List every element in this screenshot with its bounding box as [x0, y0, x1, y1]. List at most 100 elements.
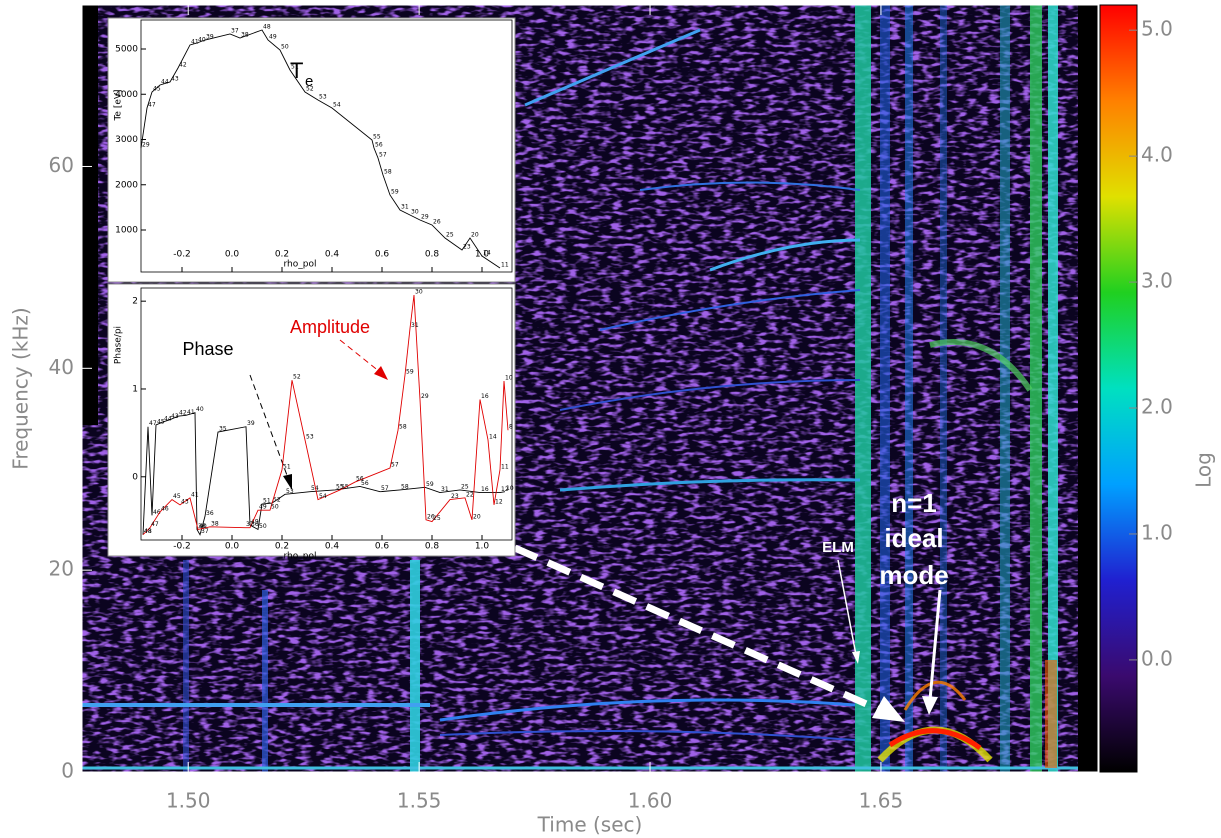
point-label: 55 [373, 134, 381, 141]
point-label: 45 [153, 85, 161, 92]
point-label: 23 [451, 493, 459, 500]
panel-label-subscript: e [305, 73, 313, 90]
inset-phase [107, 283, 516, 557]
x-tick-label: 1.60 [628, 789, 673, 813]
y-tick-label: 1 [132, 384, 138, 394]
point-label: 46 [153, 509, 161, 516]
point-label: 40 [196, 406, 204, 413]
point-label: 25 [461, 483, 469, 490]
point-label: 52 [293, 374, 301, 381]
y-axis-title: Frequency (kHz) [9, 307, 33, 469]
x-tick-label: 1.0 [475, 250, 490, 260]
point-label: 36 [206, 510, 214, 517]
y-tick-label: 5000 [115, 45, 138, 55]
point-label: 37 [246, 521, 254, 528]
point-label: 36 [251, 521, 259, 528]
point-label: 14 [489, 433, 497, 440]
point-label: 20 [473, 513, 481, 520]
x-tick-label: 0.6 [375, 542, 390, 552]
point-label: 43 [171, 413, 179, 420]
point-label: 47 [151, 521, 159, 528]
point-label: 44 [164, 415, 172, 422]
phase-frame [140, 287, 513, 541]
annotation-arrows [513, 544, 942, 722]
y-axis-title: Phase/pi [114, 326, 124, 364]
point-label: 31 [401, 204, 409, 211]
point-label: 50 [281, 44, 289, 51]
point-label: 30 [415, 289, 423, 296]
point-label: 26 [433, 218, 441, 225]
point-label: 51 [283, 463, 291, 470]
point-label: 59 [426, 481, 434, 488]
point-label: 48 [144, 528, 152, 535]
point-label: 41 [191, 38, 199, 45]
y-tick-label: 0 [61, 759, 74, 783]
point-label: 16 [481, 486, 489, 493]
x-tick-label: 0.2 [275, 542, 289, 552]
y-tick-label: 4000 [115, 90, 138, 100]
point-label: 43 [171, 75, 179, 82]
point-label: 55 [336, 483, 344, 490]
point-label: 45 [173, 493, 181, 500]
x-tick-label: 1.50 [166, 789, 211, 813]
x-tick-label: -0.2 [173, 542, 191, 552]
point-label: 31 [411, 322, 419, 329]
point-label: 52 [273, 497, 281, 504]
point-label: 37 [201, 528, 209, 535]
point-label: 29 [421, 214, 429, 221]
point-label: 48 [144, 528, 152, 535]
point-label: 22 [466, 491, 474, 498]
point-label: 35 [219, 426, 227, 433]
point-label: 58 [384, 168, 392, 175]
x-tick-label: 0.2 [275, 250, 289, 260]
point-label: 45 [157, 418, 165, 425]
x-axis-title: rho_pol [284, 260, 317, 270]
point-label: 57 [381, 485, 389, 492]
point-label: 47 [149, 420, 157, 427]
x-tick-label: 0.0 [225, 250, 240, 260]
point-label: 40 [198, 36, 206, 43]
y-tick-label: 0 [132, 472, 138, 482]
point-label: 16 [481, 393, 489, 400]
y-tick-label: 60 [49, 153, 74, 177]
x-axis-title: rho_pol [284, 552, 317, 562]
colorbar-tick-label: 3.0 [1141, 269, 1173, 293]
point-label: 58 [401, 483, 409, 490]
point-label: 10 [506, 485, 514, 492]
point-label: 51 [291, 64, 299, 71]
plot-frame [81, 4, 1099, 773]
point-label: 40 [199, 523, 207, 530]
colorbar-tick-label: 1.0 [1141, 520, 1173, 544]
point-label: 59 [406, 368, 414, 375]
point-label: 57 [379, 152, 387, 159]
point-label: 38 [211, 520, 219, 527]
colorbar-tick-label: 2.0 [1141, 395, 1173, 419]
colorbar-title: Log [1192, 452, 1216, 488]
series-label: Amplitude [290, 317, 370, 337]
point-label: 56 [356, 476, 364, 483]
x-tick-label: 0.8 [425, 542, 440, 552]
point-label: 38 [198, 523, 206, 530]
x-tick-label: 0.4 [325, 542, 340, 552]
y-tick-label: 2000 [115, 180, 138, 190]
point-label: 31 [441, 486, 449, 493]
annotation: n=1 [891, 488, 937, 518]
annotation: mode [879, 560, 948, 590]
y-tick-label: 20 [49, 557, 74, 581]
colorbar-tick-label: 0.0 [1141, 646, 1173, 670]
point-label: 47 [148, 102, 156, 109]
x-tick-label: 0.4 [325, 250, 340, 260]
colorbar [1099, 4, 1138, 773]
series-line [142, 412, 506, 536]
colorbar-tick-label: 5.0 [1141, 17, 1173, 41]
point-label: 49 [269, 34, 277, 41]
point-label: 11 [501, 463, 509, 470]
point-label: 54 [333, 102, 341, 109]
point-label: 12 [501, 486, 509, 493]
point-label: 29 [142, 142, 150, 149]
x-tick-label: 1.0 [475, 542, 490, 552]
inset-te [107, 17, 516, 283]
point-label: 50 [259, 523, 267, 530]
point-label: 58 [399, 424, 407, 431]
